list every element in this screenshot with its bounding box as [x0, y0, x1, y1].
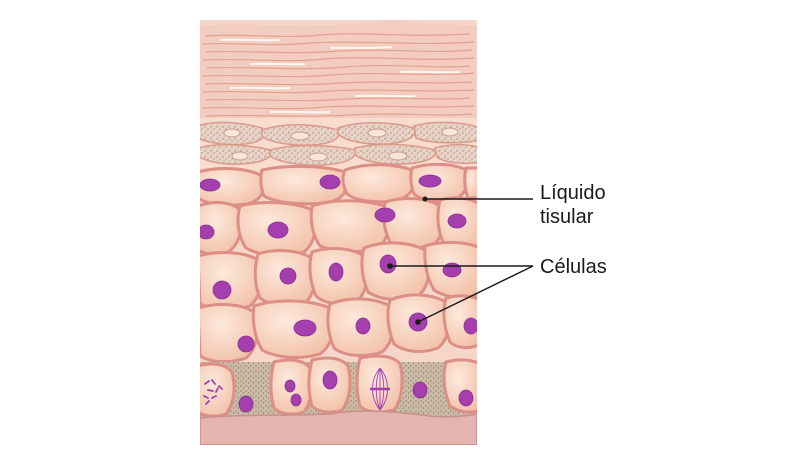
cells-pointer-dot-lower	[415, 319, 421, 325]
stratum-granulosum	[200, 118, 477, 170]
label-tissue-fluid-line2: tisular	[540, 206, 594, 228]
basal-layer	[200, 354, 477, 420]
cell-nuclei	[200, 174, 477, 413]
dermis-layer	[200, 410, 477, 445]
chromosome-cluster	[203, 379, 223, 405]
stratum-corneum	[200, 20, 477, 122]
tissue-fluid-pointer-dot	[422, 196, 428, 202]
label-cells: Células	[540, 256, 607, 278]
cells-pointer-line-lower	[417, 265, 534, 323]
label-tissue-fluid-line1: Líquido	[540, 182, 606, 204]
spinous-cells	[200, 162, 477, 364]
leader-lines	[390, 198, 534, 323]
mitotic-spindle	[370, 367, 390, 411]
cells-pointer-dot-upper	[387, 263, 393, 269]
pointer-dots	[387, 196, 428, 325]
